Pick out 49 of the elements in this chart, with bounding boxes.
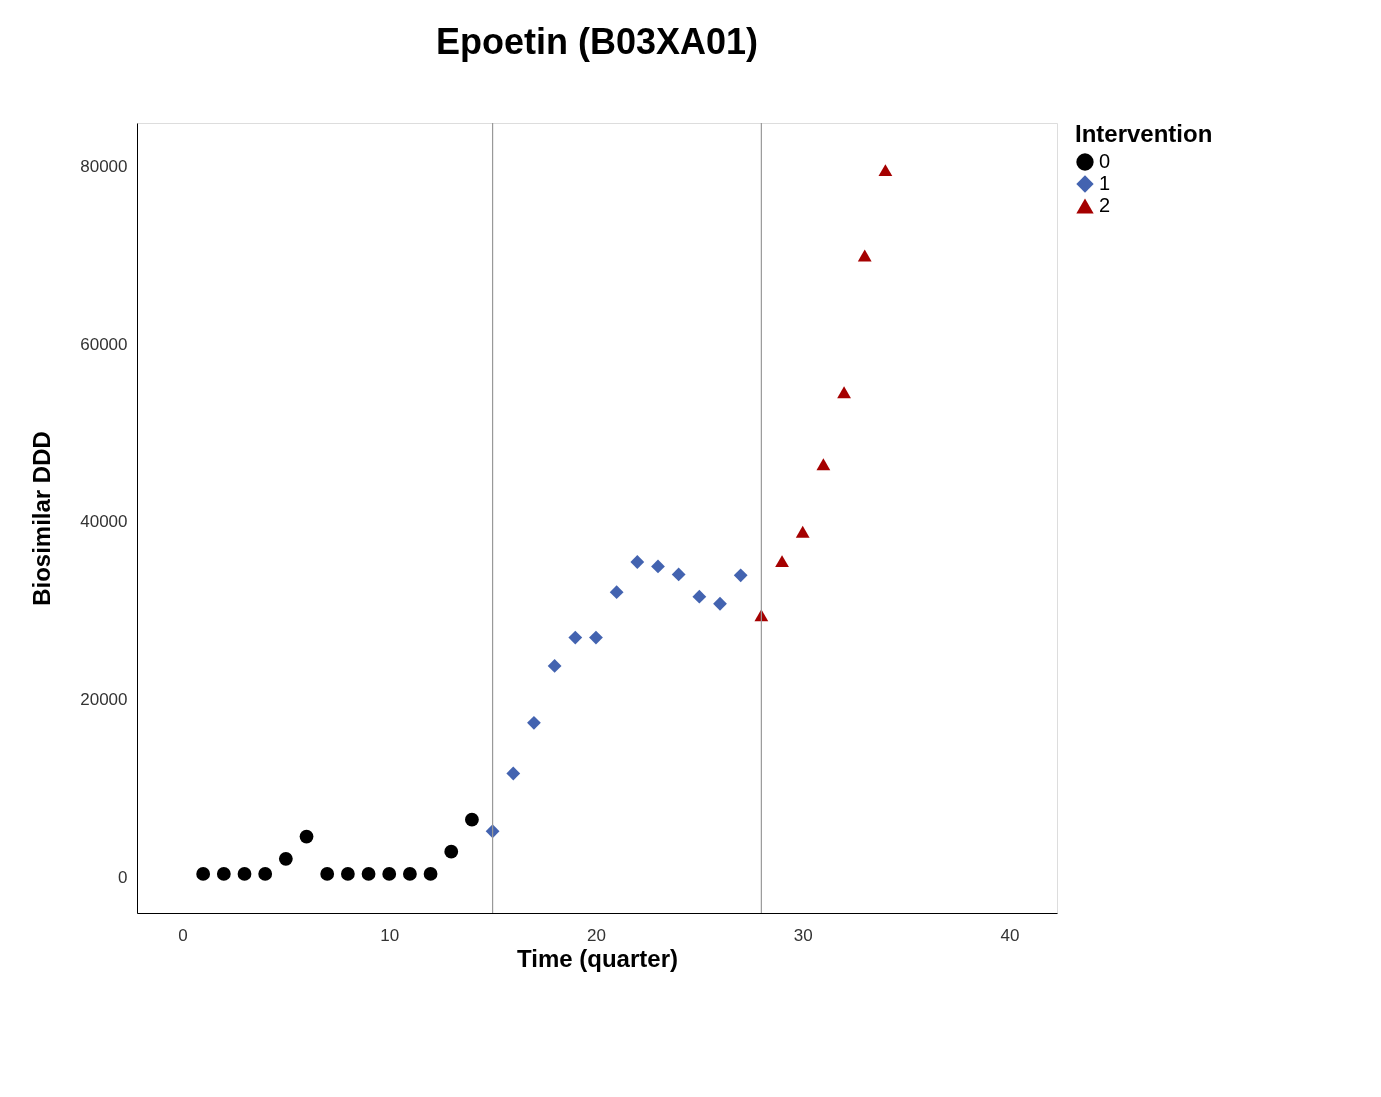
point <box>568 630 583 645</box>
point <box>320 867 335 881</box>
point <box>216 867 231 881</box>
x-tick-label: 10 <box>380 925 400 945</box>
y-axis-title: Biosimilar DDD <box>28 431 56 606</box>
point <box>630 555 645 569</box>
point <box>547 659 562 673</box>
x-tick-label: 30 <box>793 925 813 945</box>
point <box>527 715 541 730</box>
y-tick-label: 60000 <box>80 334 128 354</box>
chart-title: Epoetin (B03XA01) <box>435 21 759 63</box>
point <box>258 867 273 881</box>
legend-label: 0 <box>1099 150 1111 172</box>
point <box>795 525 810 538</box>
legend-label: 2 <box>1099 194 1111 216</box>
point <box>733 568 748 583</box>
x-tick-label: 20 <box>587 925 606 945</box>
point <box>506 766 521 781</box>
point <box>609 585 624 600</box>
legend-label: 1 <box>1099 172 1111 194</box>
point <box>340 867 355 881</box>
x-axis-title: Time (quarter) <box>517 944 678 972</box>
point <box>423 867 438 881</box>
point <box>444 844 459 859</box>
point <box>878 164 893 177</box>
point <box>237 867 252 881</box>
point <box>589 630 603 645</box>
x-tick-label: 40 <box>1000 925 1020 945</box>
point <box>361 867 376 881</box>
x-tick-label: 0 <box>178 925 188 945</box>
point <box>671 567 686 582</box>
point <box>278 851 293 866</box>
point <box>816 458 831 471</box>
point <box>692 589 707 604</box>
point <box>837 386 851 399</box>
legend-title: Intervention <box>1075 120 1213 147</box>
point <box>857 249 872 262</box>
y-tick-label: 0 <box>118 867 128 887</box>
point <box>775 555 789 568</box>
point <box>382 867 397 881</box>
point <box>196 867 211 881</box>
y-tick-label: 40000 <box>80 512 128 532</box>
y-tick-label: 20000 <box>80 690 128 710</box>
point <box>299 829 314 844</box>
y-tick-label: 80000 <box>80 157 128 177</box>
point <box>403 867 417 881</box>
point <box>651 559 665 574</box>
point <box>713 596 727 611</box>
point <box>465 812 479 827</box>
